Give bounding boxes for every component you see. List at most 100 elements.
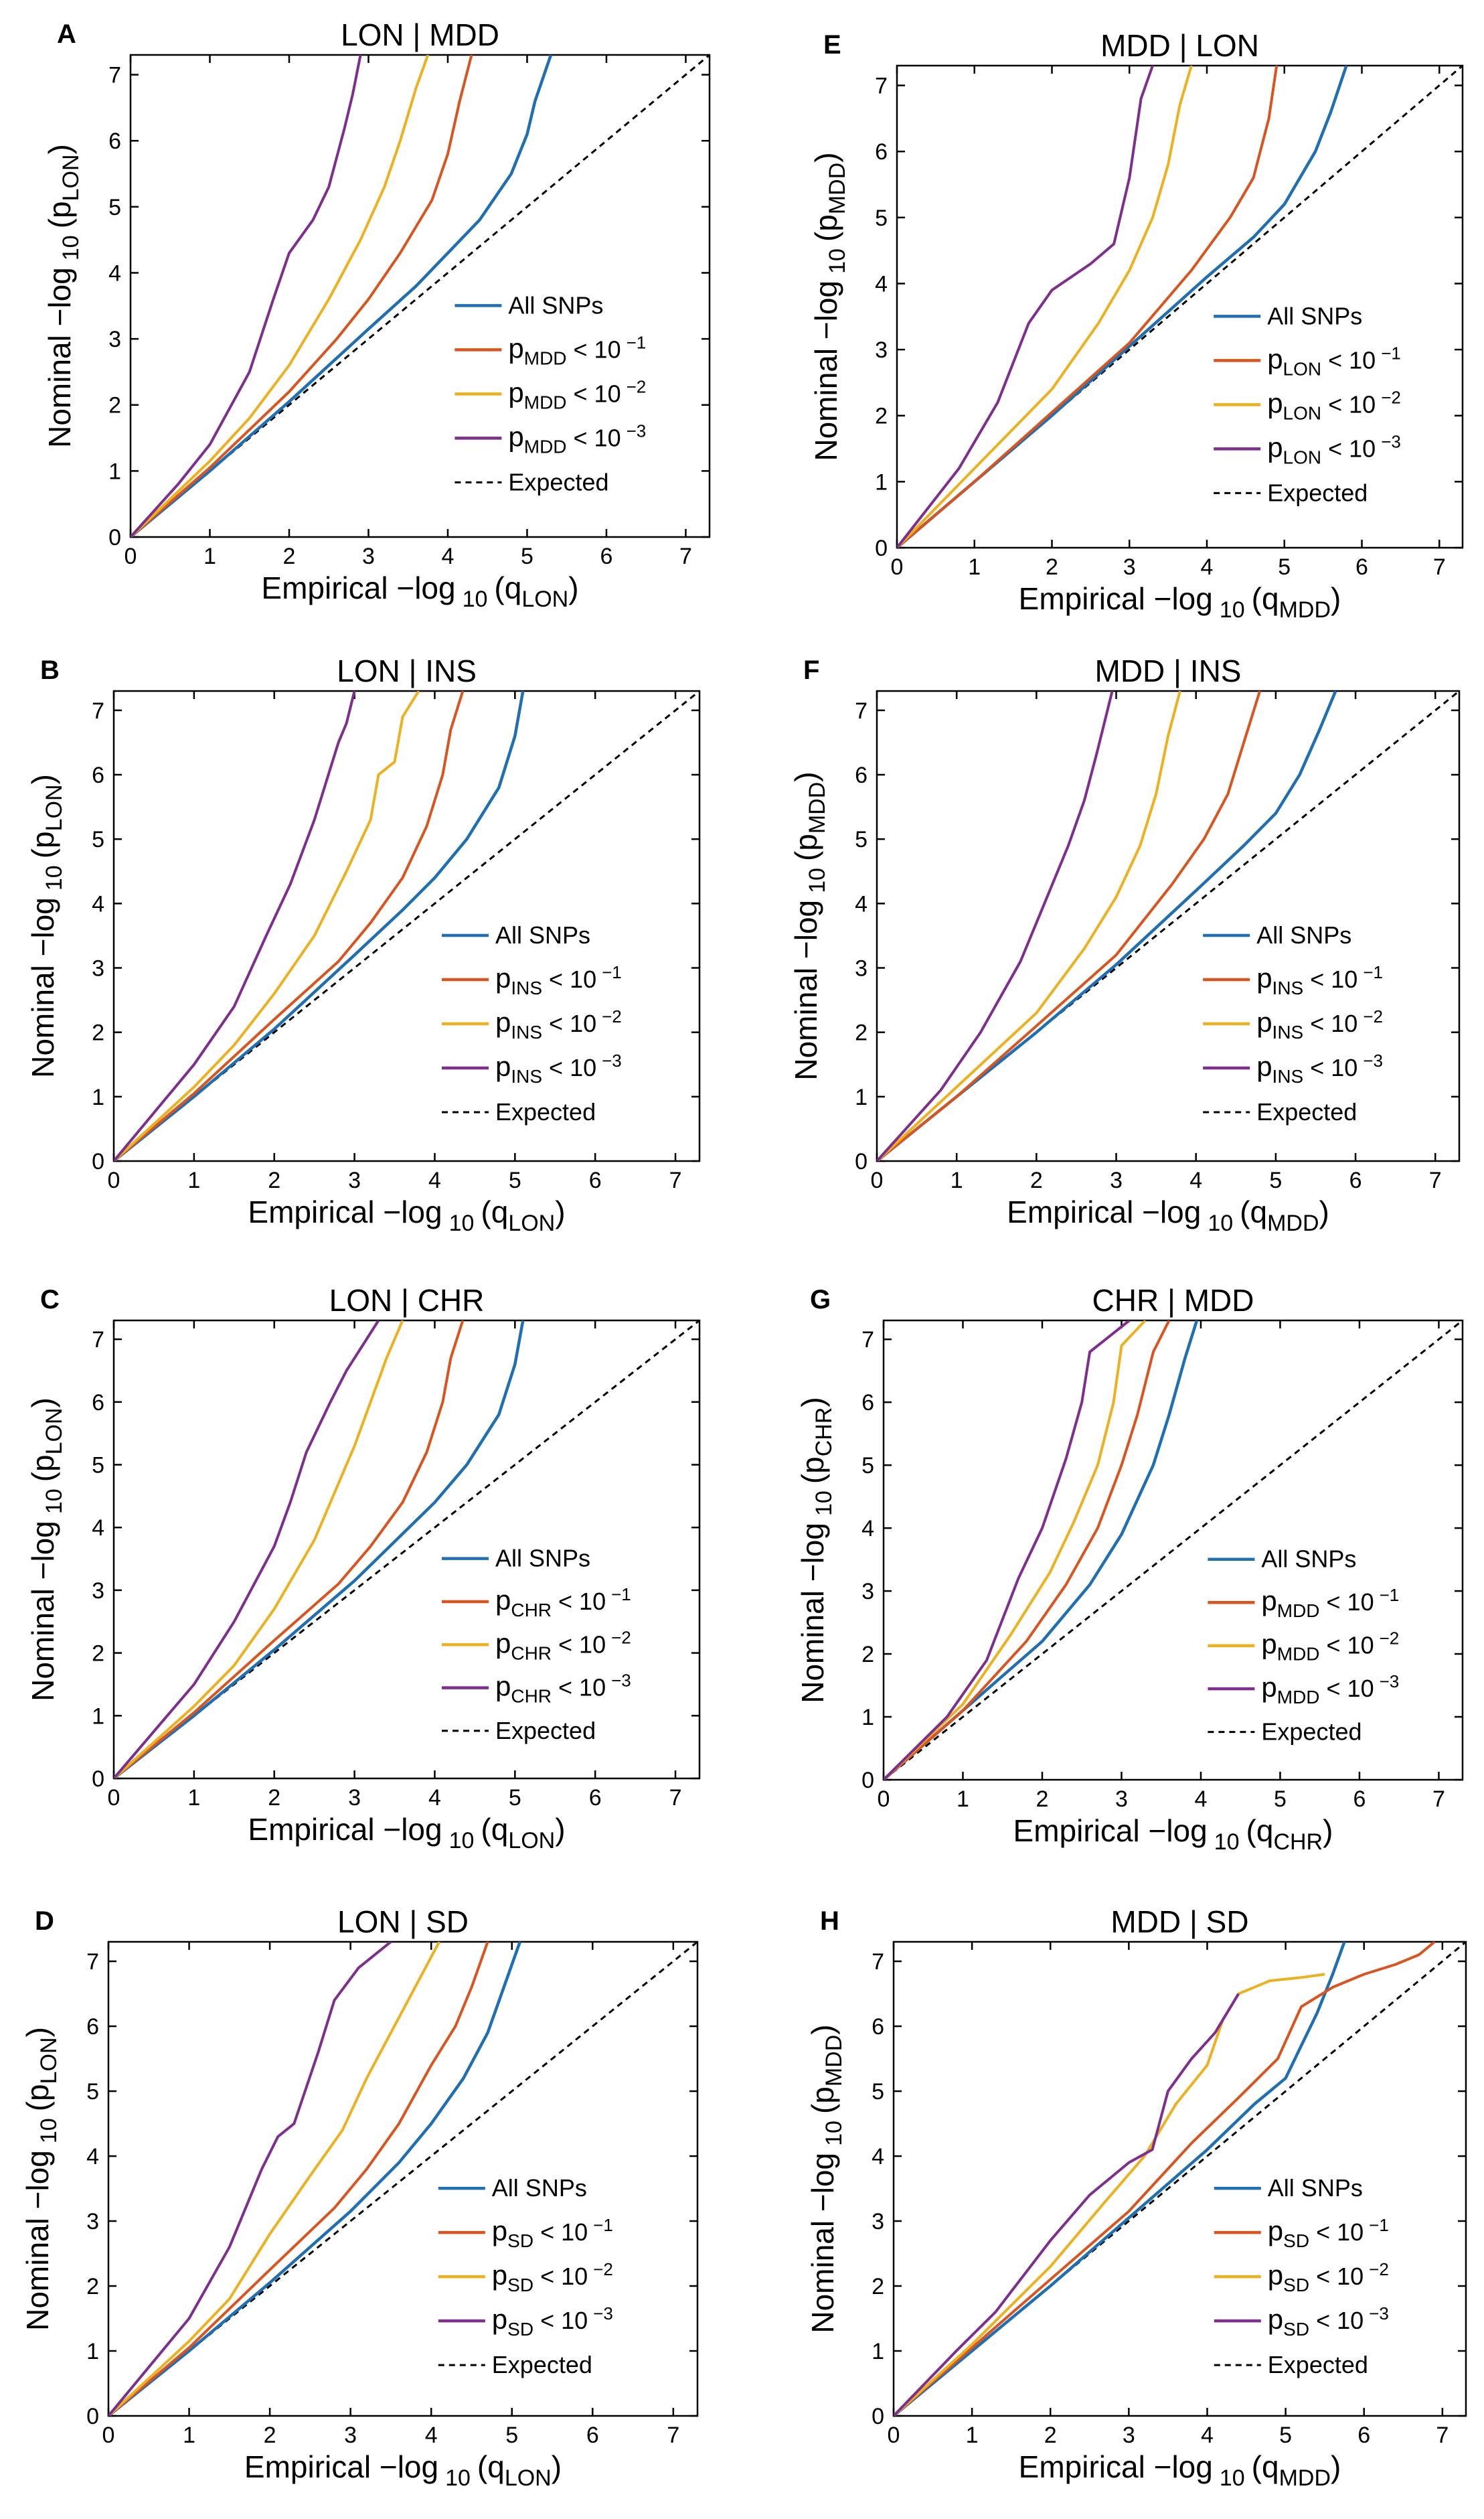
x-tick-label: 1 (966, 2423, 979, 2448)
legend: All SNPs pSD < 10 −1 pSD < 10 −2 pSD < 10 −3 Expec… (1214, 2174, 1389, 2378)
y-tick-label: 7 (92, 698, 104, 724)
legend-label-expected: Expected (1267, 479, 1368, 506)
y-axis-label: Nominal −log10(pMDD) (805, 2024, 847, 2333)
x-tick-label: 5 (1274, 1786, 1287, 1812)
axes-box (129, 54, 711, 538)
y-axis-label: Nominal −log10(pLON) (20, 2027, 62, 2331)
series-line-all (108, 1942, 521, 2416)
x-tick-label: 2 (1036, 1786, 1049, 1812)
x-axis-label: Empirical −log 10 (qLON) (248, 1195, 565, 1236)
x-tick-label: 0 (891, 554, 904, 580)
y-tick-label: 1 (86, 2339, 99, 2364)
legend-label-s3: pLON < 10 −3 (1267, 431, 1401, 467)
x-tick-label: 1 (183, 2423, 195, 2448)
x-tick-label: 3 (1115, 1786, 1128, 1812)
series-line-all (114, 1320, 525, 1778)
legend-label-expected: Expected (1256, 1098, 1357, 1126)
y-tick-label: 4 (92, 891, 104, 917)
y-tick-label: 2 (108, 393, 121, 418)
panel-d: 0 1 2 3 4 5 6 7 0 1 2 3 4 5 6 7 D LON | SD Empirical −log 1… (20, 1904, 699, 2491)
legend-label-all: All SNPs (495, 1545, 590, 1572)
y-tick-label: 4 (861, 1516, 874, 1541)
x-tick-label: 0 (108, 1168, 120, 1193)
x-tick-label: 3 (344, 2423, 357, 2448)
y-axis-label: Nominal −log10(pLON) (25, 1397, 67, 1701)
y-tick-label: 1 (872, 2339, 884, 2364)
legend-label-s3: pSD < 10 −3 (492, 2303, 613, 2340)
legend: All SNPs pCHR < 10 −1 pCHR < 10 −2 pCHR < 10 −3 Ex… (442, 1545, 631, 1744)
legend: All SNPs pINS < 10 −1 pINS < 10 −2 pINS < 10 −3 Ex… (1203, 921, 1383, 1126)
legend: All SNPs pMDD < 10 −1 pMDD < 10 −2 pMDD < 10 −3 Ex… (1208, 1545, 1399, 1746)
x-tick-label: 2 (1044, 2423, 1057, 2448)
x-tick-label: 3 (1110, 1168, 1123, 1193)
y-tick-label: 0 (86, 2404, 99, 2429)
legend-label-s3: pINS < 10 −3 (1256, 1051, 1383, 1087)
panel-f: 0 1 2 3 4 5 6 7 0 1 2 3 4 5 6 7 F MDD | INS Empirical −log… (789, 654, 1461, 1236)
legend-label-all: All SNPs (492, 2174, 587, 2202)
x-tick-label: 6 (1349, 1168, 1362, 1193)
y-tick-label: 5 (855, 827, 868, 852)
x-tick-label: 2 (1046, 554, 1058, 580)
x-tick-label: 7 (679, 544, 692, 569)
panel-b: 0 1 2 3 4 5 6 7 0 1 2 3 4 5 6 7 B LON | INS Empirical −log… (25, 654, 701, 1236)
y-tick-label: 4 (108, 260, 121, 286)
x-tick-label: 0 (878, 1786, 890, 1812)
x-tick-label: 4 (428, 1168, 441, 1193)
y-tick-label: 1 (875, 469, 888, 495)
series-line-s1 (131, 55, 473, 537)
x-tick-label: 6 (589, 1168, 602, 1193)
legend-label-expected: Expected (495, 1098, 596, 1126)
panel-title: LON | MDD (341, 17, 499, 52)
panel-letter: G (810, 1285, 831, 1314)
axes-box (896, 64, 1464, 549)
panel-letter: D (35, 1906, 54, 1936)
y-tick-label: 6 (92, 763, 104, 788)
legend-label-expected: Expected (508, 468, 608, 495)
y-tick-label: 2 (92, 1641, 104, 1667)
y-tick-label: 3 (92, 1578, 104, 1604)
expected-line (877, 691, 1459, 1161)
y-tick-label: 6 (86, 2014, 99, 2040)
panel-title: MDD | INS (1095, 654, 1242, 688)
y-tick-label: 7 (861, 1327, 874, 1353)
y-tick-label: 2 (875, 404, 888, 429)
x-tick-label: 7 (1429, 1168, 1442, 1193)
y-tick-label: 1 (108, 459, 121, 484)
legend-label-expected: Expected (492, 2351, 592, 2378)
y-tick-label: 0 (872, 2404, 884, 2429)
x-tick-label: 0 (102, 2423, 115, 2448)
panel-title: CHR | MDD (1092, 1283, 1254, 1318)
panel-letter: F (803, 656, 819, 685)
y-tick-label: 0 (108, 525, 121, 550)
legend-label-expected: Expected (1261, 1718, 1362, 1746)
y-tick-label: 4 (872, 2144, 884, 2169)
x-tick-label: 6 (1357, 2423, 1370, 2448)
legend-label-expected: Expected (495, 1717, 596, 1744)
x-tick-label: 6 (589, 1785, 602, 1811)
expected-line (114, 691, 699, 1161)
x-axis-label: Empirical −log 10 (qCHR) (1013, 1813, 1333, 1855)
x-tick-label: 1 (957, 1786, 969, 1812)
series-line-s3 (108, 1942, 392, 2416)
x-tick-label: 7 (1432, 1786, 1445, 1812)
x-tick-label: 7 (1433, 554, 1446, 580)
y-tick-label: 3 (92, 956, 104, 982)
panel-title: LON | SD (337, 1904, 469, 1939)
axes-box (882, 1319, 1464, 1781)
x-tick-label: 5 (509, 1785, 521, 1811)
y-tick-label: 5 (872, 2079, 884, 2105)
axes-box (876, 690, 1461, 1162)
x-tick-label: 2 (268, 1785, 280, 1811)
x-axis-label: Empirical −log 10 (qMDD) (1007, 1195, 1329, 1236)
series-line-s1 (114, 1320, 465, 1778)
x-tick-label: 5 (1269, 1168, 1282, 1193)
x-tick-label: 4 (425, 2423, 438, 2448)
legend-label-s2: pSD < 10 −2 (1268, 2259, 1389, 2295)
legend-label-s2: pMDD < 10 −2 (1261, 1628, 1399, 1665)
y-tick-label: 3 (86, 2209, 99, 2234)
x-axis-label: Empirical −log 10 (qMDD) (1019, 581, 1341, 623)
y-tick-label: 7 (872, 1949, 884, 1975)
x-tick-label: 3 (362, 544, 375, 569)
series-line-s2 (131, 55, 430, 537)
series-line-all (894, 1942, 1346, 2416)
